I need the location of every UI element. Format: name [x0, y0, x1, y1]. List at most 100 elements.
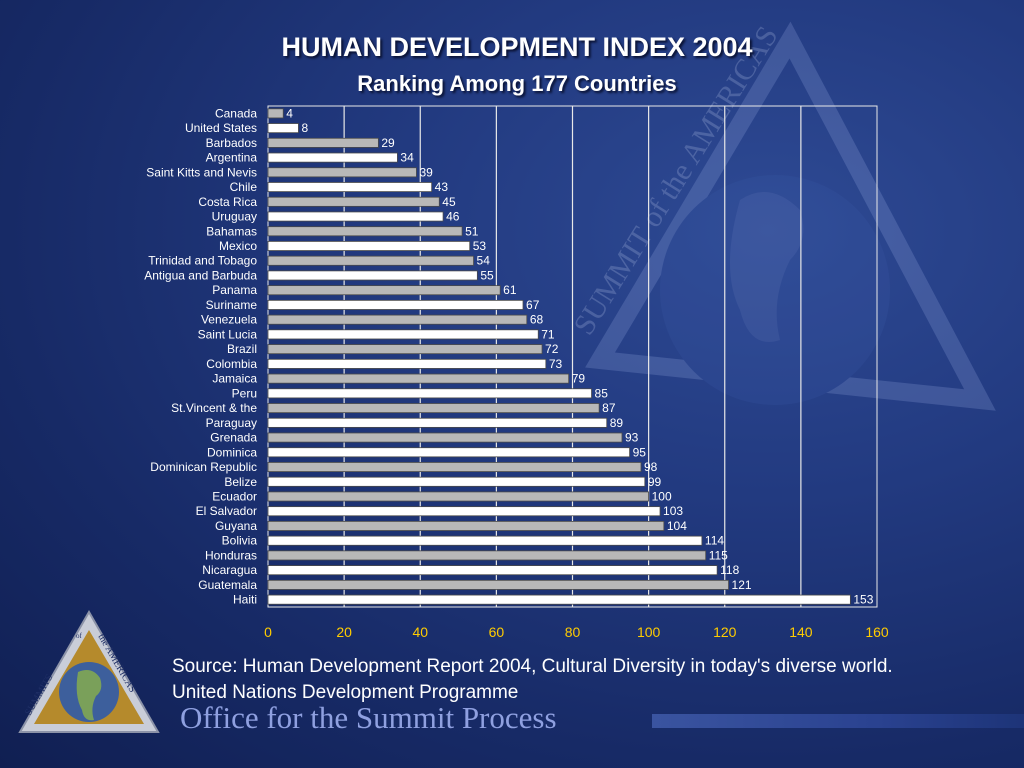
bar [267, 108, 284, 119]
data-label: 51 [465, 224, 479, 238]
hdi-bar-chart: 0 20 40 60 80 100 120 140 160 Canada 4 United State… [144, 105, 889, 640]
source-note: Source: Human Development Report 2004, C… [172, 656, 893, 703]
x-tick-label: 120 [713, 624, 737, 640]
bar [267, 226, 463, 237]
category-label: Dominican Republic [150, 460, 257, 474]
category-label: Colombia [206, 357, 257, 371]
bar [267, 447, 630, 458]
category-label: Brazil [227, 342, 257, 356]
bar [267, 506, 661, 517]
x-tick-label: 80 [565, 624, 581, 640]
data-label: 8 [301, 121, 308, 135]
bar [267, 358, 547, 369]
data-label: 79 [572, 372, 586, 386]
bar [267, 594, 851, 605]
x-tick-label: 60 [489, 624, 505, 640]
bar [267, 462, 642, 472]
bar [267, 565, 718, 576]
category-label: Haiti [233, 593, 257, 607]
bar [267, 152, 398, 163]
x-tick-label: 160 [865, 624, 889, 640]
bar [267, 314, 528, 325]
bar [267, 579, 729, 590]
category-label: Chile [230, 180, 258, 194]
category-label: Argentina [206, 151, 258, 165]
category-label: Canada [215, 106, 257, 120]
bar [267, 182, 433, 193]
category-label: Uruguay [212, 210, 257, 224]
category-label: Grenada [210, 431, 257, 445]
data-label: 67 [526, 298, 540, 312]
data-label: 153 [853, 593, 873, 607]
office-title: Office for the Summit Process [180, 700, 557, 735]
bar [267, 211, 444, 222]
category-label: Ecuador [212, 489, 257, 503]
data-label: 46 [446, 210, 460, 224]
bar [267, 432, 623, 443]
category-label: Jamaica [212, 372, 257, 386]
data-label: 104 [667, 519, 687, 533]
bar [267, 329, 539, 340]
category-label: Paraguay [206, 416, 257, 430]
logo-text-of: of [76, 632, 83, 640]
category-label: Guatemala [198, 578, 257, 592]
bar [267, 123, 299, 134]
bar [267, 196, 440, 207]
bar [267, 344, 543, 355]
data-label: 53 [473, 239, 487, 253]
data-label: 72 [545, 342, 559, 356]
category-label: Trinidad and Tobago [148, 254, 257, 268]
chart-subtitle: Ranking Among 177 Countries [357, 71, 677, 96]
data-label: 45 [442, 195, 456, 209]
bar [267, 285, 501, 296]
data-label: 43 [435, 180, 449, 194]
category-label: Bahamas [206, 224, 257, 238]
data-label: 103 [663, 504, 683, 518]
data-label: 34 [400, 151, 414, 165]
bar [267, 255, 474, 266]
data-label: 98 [644, 460, 658, 474]
category-label: Barbados [206, 136, 257, 150]
bar [267, 241, 471, 251]
x-tick-label: 100 [637, 624, 661, 640]
category-label: Costa Rica [198, 195, 257, 209]
category-label: Suriname [206, 298, 258, 312]
bar [267, 476, 646, 487]
category-label: St.Vincent & the [171, 401, 257, 415]
bar [267, 137, 379, 148]
bar [267, 550, 707, 561]
bar [267, 535, 703, 546]
category-label: Peru [232, 386, 257, 400]
data-label: 115 [709, 548, 728, 562]
category-label: Bolivia [222, 534, 258, 548]
bar [267, 167, 417, 178]
bar [267, 373, 570, 384]
category-label: Venezuela [201, 313, 257, 327]
office-underline-bar [652, 714, 1024, 728]
summit-watermark: SUMMIT of the AMERICAS [567, 20, 996, 411]
data-label: 87 [602, 401, 616, 415]
category-label: Honduras [205, 548, 257, 562]
data-label: 85 [595, 386, 609, 400]
data-label: 29 [381, 136, 395, 150]
data-label: 93 [625, 431, 639, 445]
x-tick-label: 140 [789, 624, 813, 640]
data-label: 100 [652, 489, 672, 503]
bar [267, 270, 478, 281]
category-label: Antigua and Barbuda [144, 268, 257, 282]
bar [267, 520, 665, 531]
data-label: 121 [732, 578, 752, 592]
data-label: 71 [541, 327, 555, 341]
data-label: 114 [705, 534, 724, 548]
bar [267, 388, 592, 399]
data-label: 99 [648, 475, 662, 489]
x-tick-label: 40 [412, 624, 428, 640]
bar [267, 491, 650, 502]
data-label: 39 [419, 165, 433, 179]
bar [267, 417, 608, 428]
category-label: Guyana [215, 519, 257, 533]
bar [267, 299, 524, 310]
data-label: 118 [720, 563, 739, 577]
category-label: Nicaragua [202, 563, 257, 577]
data-label: 95 [633, 445, 647, 459]
